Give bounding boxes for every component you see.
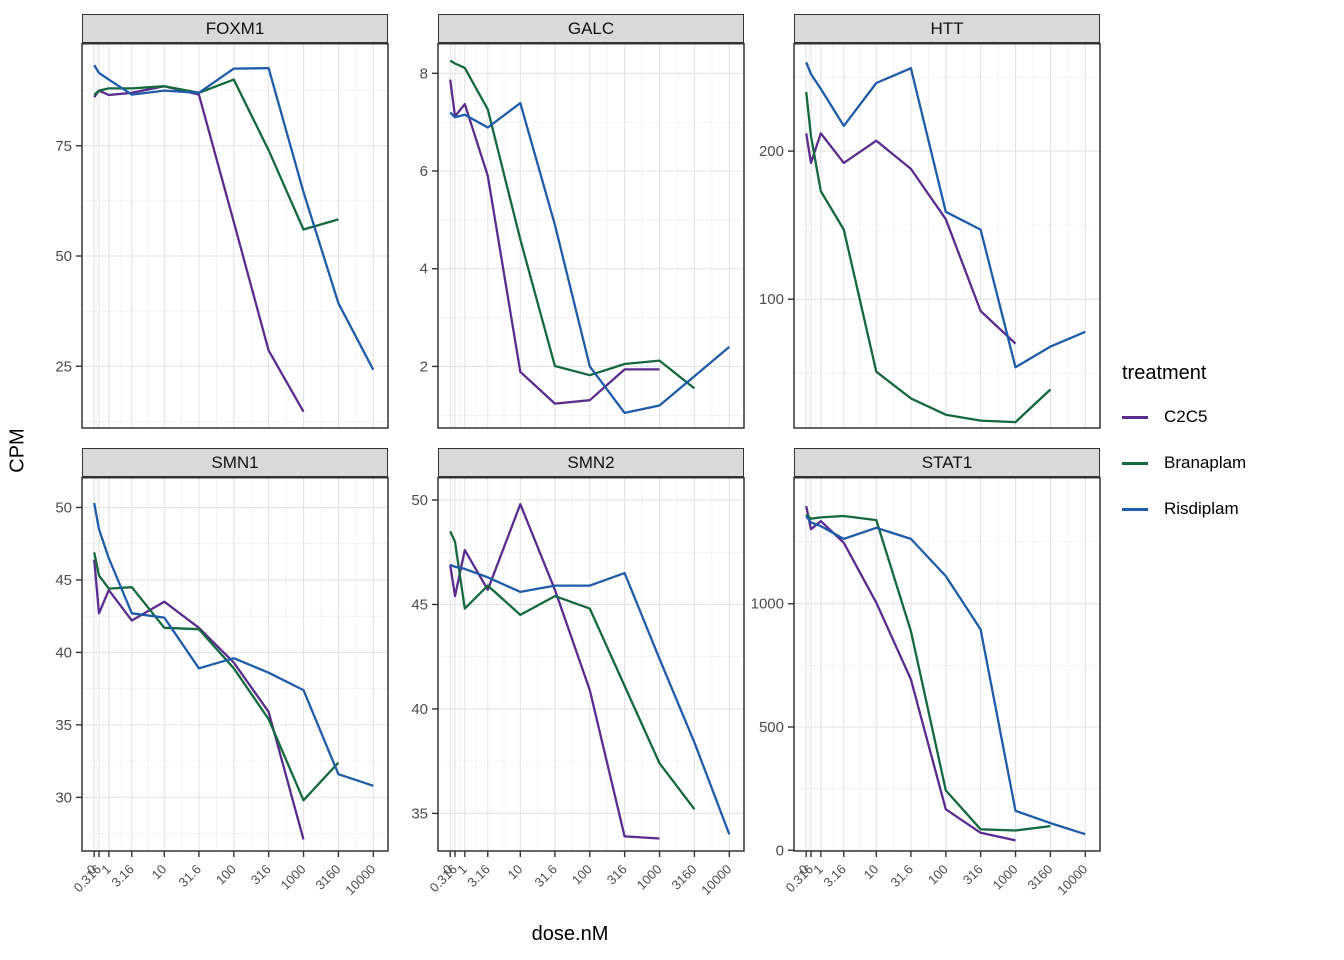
facet-strip-smn2: SMN2 (438, 448, 744, 477)
svg-text:4: 4 (420, 261, 428, 278)
legend-label-risdiplam: Risdiplam (1164, 499, 1239, 518)
x-axis-title: dose.nM (531, 923, 609, 945)
svg-text:35: 35 (55, 717, 72, 734)
legend-key-c2c5 (1122, 415, 1148, 419)
facet-strip-htt: HTT (794, 14, 1100, 43)
svg-text:100: 100 (213, 862, 239, 888)
svg-text:316: 316 (960, 862, 986, 888)
legend-entry-branaplam: Branaplam (1122, 453, 1344, 473)
svg-text:100: 100 (925, 862, 951, 888)
facet-plot-galc: 8 6 4 2 (420, 43, 745, 429)
legend: treatment C2C5 Branaplam Risdiplam (1104, 0, 1344, 960)
facet-galc: GALC 8 6 4 2 (392, 14, 748, 430)
facet-title-galc: GALC (567, 18, 615, 38)
legend-title: treatment (1122, 362, 1207, 384)
facet-smn1: SMN1 50 45 40 35 30 0 0.316 1 3.16 10 31.6 100 316 10… (36, 448, 392, 923)
svg-text:3.16: 3.16 (108, 862, 137, 891)
svg-text:100: 100 (759, 291, 784, 308)
legend-label-branaplam: Branaplam (1164, 453, 1247, 472)
svg-text:3160: 3160 (668, 862, 699, 893)
legend-label-c2c5: C2C5 (1164, 407, 1208, 426)
svg-text:1000: 1000 (278, 862, 309, 893)
svg-text:40: 40 (55, 644, 72, 661)
svg-text:10000: 10000 (1054, 862, 1090, 898)
svg-text:0: 0 (776, 842, 784, 859)
svg-text:45: 45 (411, 596, 428, 613)
facet-title-smn2: SMN2 (567, 452, 615, 472)
svg-text:3.16: 3.16 (464, 862, 493, 891)
svg-text:50: 50 (55, 248, 72, 265)
svg-text:31.6: 31.6 (176, 862, 205, 891)
facet-title-stat1: STAT1 (921, 452, 973, 472)
svg-text:30: 30 (55, 789, 72, 806)
svg-text:316: 316 (248, 862, 274, 888)
svg-text:50: 50 (55, 499, 72, 516)
facet-htt: HTT 200 100 (748, 14, 1104, 430)
svg-text:200: 200 (759, 143, 784, 160)
facet-stat1: STAT1 1000 500 0 0 0.316 1 3.16 10 31.6 100 316 100… (748, 448, 1104, 923)
svg-text:10: 10 (861, 862, 882, 883)
facet-plot-htt: 200 100 (759, 43, 1101, 429)
legend-entry-c2c5: C2C5 (1122, 407, 1344, 427)
svg-text:8: 8 (420, 65, 428, 82)
facet-title-smn1: SMN1 (211, 452, 259, 472)
svg-text:1000: 1000 (751, 596, 784, 613)
svg-text:10: 10 (505, 862, 526, 883)
svg-text:1000: 1000 (634, 862, 665, 893)
svg-text:50: 50 (411, 492, 428, 509)
svg-text:6: 6 (420, 163, 428, 180)
facet-title-htt: HTT (930, 18, 964, 38)
svg-text:10000: 10000 (698, 862, 734, 898)
facet-foxm1: FOXM1 75 50 25 (36, 14, 392, 430)
svg-text:100: 100 (569, 862, 595, 888)
svg-text:3160: 3160 (1024, 862, 1055, 893)
svg-text:500: 500 (759, 719, 784, 736)
svg-text:25: 25 (55, 358, 72, 375)
svg-text:1000: 1000 (990, 862, 1021, 893)
legend-entry-risdiplam: Risdiplam (1122, 499, 1344, 519)
facet-strip-smn1: SMN1 (82, 448, 388, 477)
facet-smn2: SMN2 50 45 40 35 0 0.316 1 3.16 10 31.6 100 316 1000… (392, 448, 748, 923)
svg-text:35: 35 (411, 805, 428, 822)
svg-text:3.16: 3.16 (820, 862, 849, 891)
svg-text:2: 2 (420, 358, 428, 375)
y-axis-title: CPM (6, 427, 29, 473)
svg-text:75: 75 (55, 138, 72, 155)
svg-text:31.6: 31.6 (532, 862, 561, 891)
svg-text:31.6: 31.6 (888, 862, 917, 891)
svg-text:10000: 10000 (342, 862, 378, 898)
legend-key-branaplam (1122, 461, 1148, 465)
facet-strip-galc: GALC (438, 14, 744, 43)
svg-text:3160: 3160 (312, 862, 343, 893)
svg-text:45: 45 (55, 572, 72, 589)
y-axis-title-column: CPM (0, 0, 36, 960)
facet-plot-foxm1: 75 50 25 (55, 43, 389, 429)
svg-text:10: 10 (149, 862, 170, 883)
svg-text:40: 40 (411, 701, 428, 718)
facet-strip-foxm1: FOXM1 (82, 14, 388, 43)
facet-strip-stat1: STAT1 (794, 448, 1100, 477)
legend-key-risdiplam (1122, 507, 1148, 511)
svg-text:316: 316 (604, 862, 630, 888)
facet-title-foxm1: FOXM1 (205, 18, 265, 38)
